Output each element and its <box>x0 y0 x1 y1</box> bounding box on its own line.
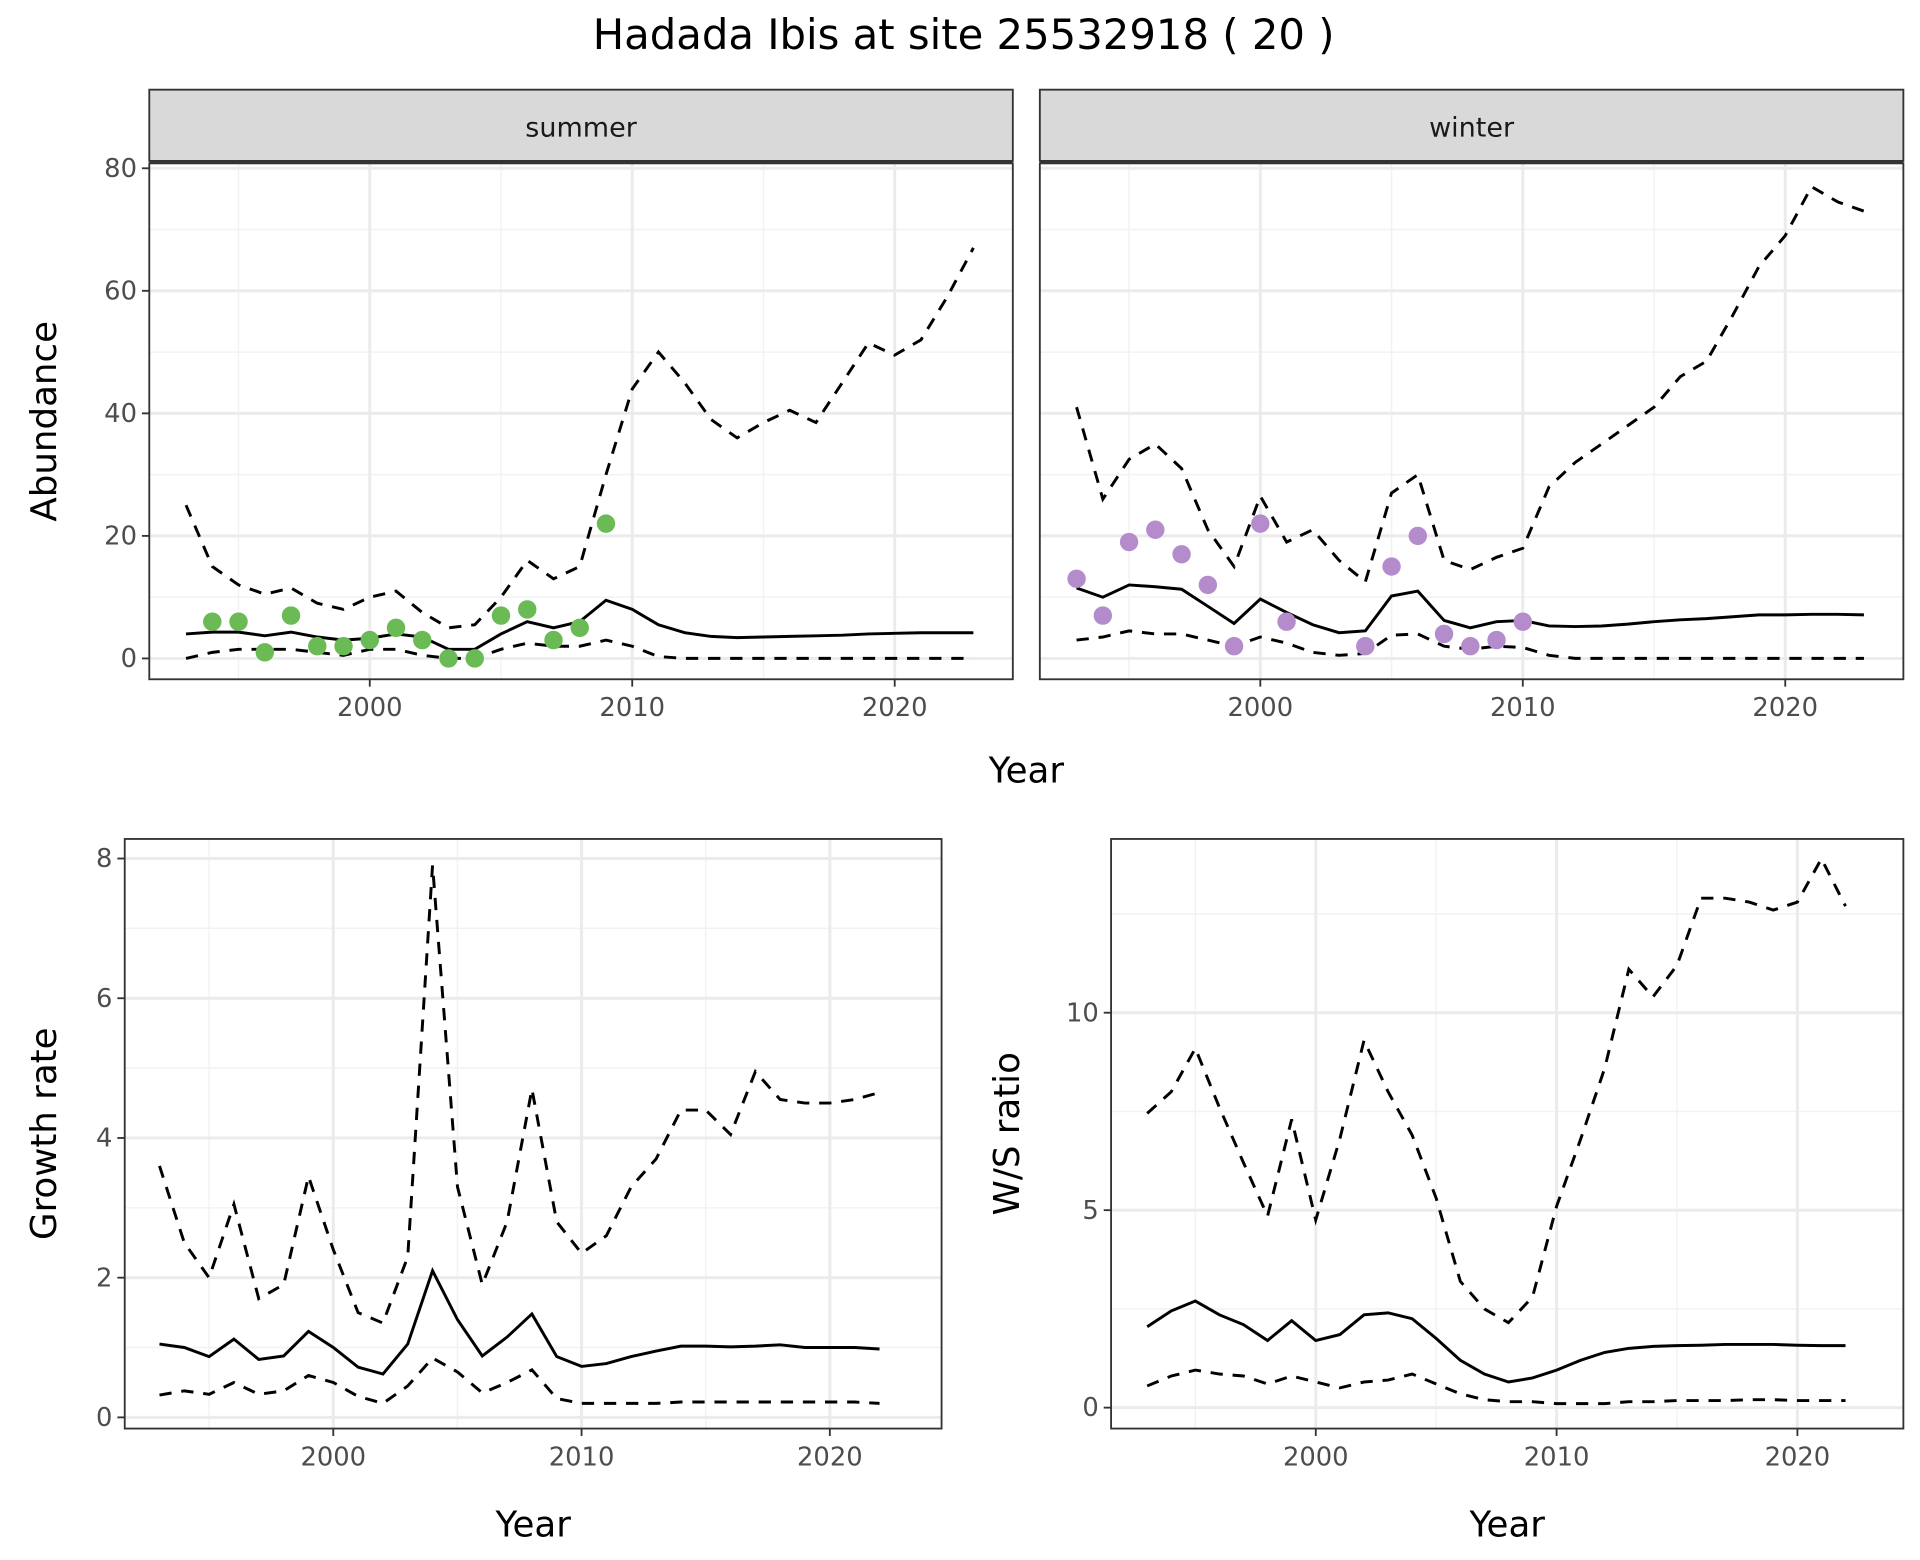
x-axis-title: Year <box>988 750 1065 791</box>
y-tick-label: 8 <box>96 844 112 874</box>
y-axis-title: W/S ratio <box>987 1052 1028 1215</box>
data-point <box>1251 514 1270 533</box>
data-point <box>1172 545 1191 564</box>
y-tick-label: 0 <box>121 644 137 674</box>
data-point <box>203 612 222 631</box>
y-tick-label: 10 <box>1066 998 1099 1028</box>
y-tick-label: 0 <box>96 1403 112 1433</box>
x-tick-label: 2010 <box>1490 693 1556 723</box>
x-tick-label: 2020 <box>1765 1442 1831 1472</box>
data-point <box>1119 532 1139 552</box>
x-tick-label: 2020 <box>797 1442 863 1472</box>
x-tick-label: 2000 <box>1283 1442 1349 1472</box>
winter-panel: 2000 2010 2020 winter <box>1038 88 1905 723</box>
data-point <box>1408 526 1428 546</box>
lower-bound-line <box>185 638 974 660</box>
y-tick-label: 4 <box>96 1124 112 1154</box>
data-point <box>596 514 616 533</box>
data-point <box>491 606 511 625</box>
lower-bound-line <box>1146 1368 1846 1406</box>
panel-border <box>1038 162 1905 681</box>
x-tick-label: 2000 <box>337 693 403 723</box>
x-axis-title: Year <box>494 1505 571 1546</box>
y-tick-label: 6 <box>96 984 112 1014</box>
y-tick-label: 80 <box>104 154 137 184</box>
data-point <box>1224 636 1244 656</box>
data-point <box>518 600 537 619</box>
panel-border <box>123 838 943 1430</box>
upper-bound-line <box>1146 855 1847 1325</box>
data-point <box>413 630 432 650</box>
mean-line <box>1146 1299 1846 1384</box>
x-tick-label: 2000 <box>300 1442 366 1472</box>
y-tick-label: 0 <box>1082 1393 1098 1423</box>
data-point <box>281 606 301 625</box>
x-tick-label: 2010 <box>599 693 665 723</box>
facet-strip <box>148 88 1014 162</box>
data-point <box>1093 606 1113 625</box>
data-point <box>1513 612 1533 631</box>
data-point <box>1067 569 1086 589</box>
y-tick-label: 20 <box>104 521 137 551</box>
data-point <box>1356 636 1375 656</box>
x-tick-label: 2020 <box>1752 693 1818 723</box>
summer-panel: 0 20 40 60 80 2000 2010 2020 summer Abundance <box>24 88 1014 723</box>
growth-panel: 0 2 4 6 8 2000 2010 2020 Growth rate Year <box>24 838 943 1546</box>
facet-strip <box>1038 88 1905 162</box>
x-tick-label: 2000 <box>1228 693 1294 723</box>
mean-line <box>159 1266 880 1376</box>
x-axis-title: Year <box>1469 1505 1546 1546</box>
data-point <box>570 618 589 638</box>
panel-border <box>1110 838 1905 1430</box>
data-point <box>1146 520 1165 539</box>
data-point <box>1434 624 1454 644</box>
data-point <box>360 630 379 650</box>
y-tick-label: 40 <box>104 399 137 429</box>
data-point <box>255 643 274 662</box>
data-point <box>544 630 563 650</box>
facet-label: winter <box>1429 112 1515 143</box>
mean-line <box>1076 583 1864 635</box>
data-point <box>439 649 458 668</box>
chart-title: Hadada Ibis at site 25532918 ( 20 ) <box>593 10 1335 59</box>
data-point <box>386 618 406 638</box>
data-point <box>1198 575 1218 595</box>
upper-bound-line <box>1075 184 1865 585</box>
y-axis-title: Abundance <box>24 321 65 522</box>
facet-label: summer <box>525 112 637 143</box>
x-tick-label: 2010 <box>549 1442 615 1472</box>
data-point <box>465 649 484 668</box>
y-tick-label: 2 <box>96 1263 112 1293</box>
data-point <box>1382 557 1401 576</box>
lower-bound-line <box>159 1356 880 1405</box>
x-tick-label: 2020 <box>862 693 928 723</box>
data-point <box>1487 630 1506 650</box>
upper-bound-line <box>158 865 880 1326</box>
ws-ratio-panel: 0 5 10 2000 2010 2020 W/S ratio Year <box>987 838 1905 1546</box>
panel-border <box>148 162 1014 681</box>
data-point <box>308 636 327 656</box>
x-tick-label: 2010 <box>1524 1442 1590 1472</box>
data-point <box>229 612 248 631</box>
y-tick-label: 60 <box>104 276 137 306</box>
data-point <box>334 636 353 656</box>
upper-bound-line <box>184 247 975 630</box>
y-tick-label: 5 <box>1082 1196 1098 1226</box>
data-point <box>1277 612 1296 631</box>
data-point <box>1461 636 1480 656</box>
y-axis-title: Growth rate <box>24 1027 65 1240</box>
